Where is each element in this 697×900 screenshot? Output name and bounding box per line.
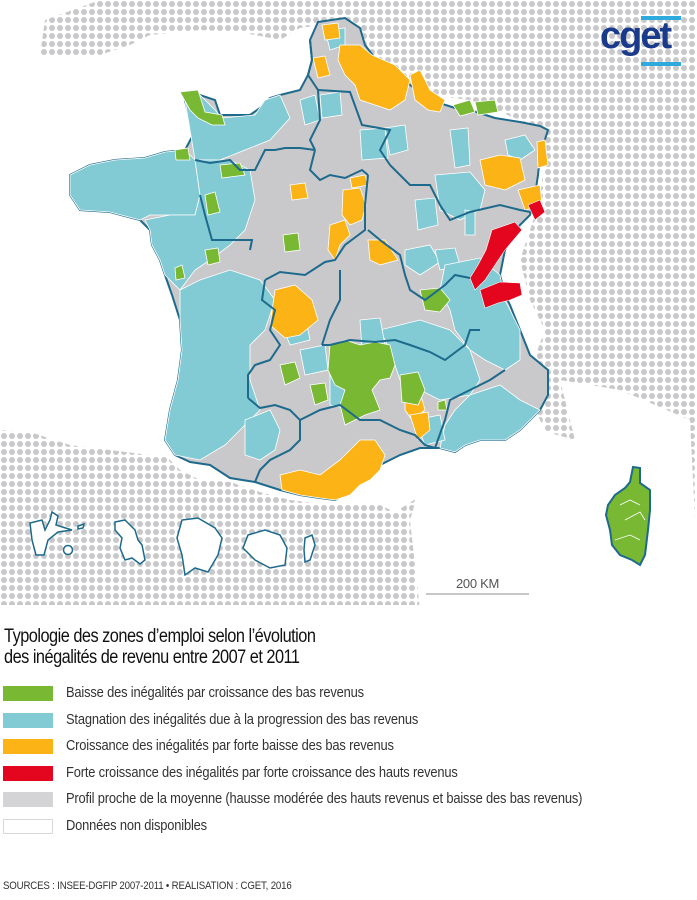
legend-swatch-blue bbox=[3, 712, 53, 728]
scale-line bbox=[426, 593, 529, 595]
logo-bar-bottom bbox=[641, 62, 681, 66]
legend-label: Forte croissance des inégalités par fort… bbox=[66, 763, 458, 781]
map-title-line1: Typologie des zones d’emploi selon l’évo… bbox=[4, 626, 316, 647]
logo-bar-top bbox=[641, 16, 681, 20]
source-note: SOURCES : INSEE-DGFIP 2007-2011 • REALIS… bbox=[3, 880, 292, 892]
france-map bbox=[0, 0, 697, 610]
legend-swatch-orange bbox=[3, 739, 53, 754]
legend-label: Données non disponibles bbox=[66, 816, 207, 834]
scale-label: 200 KM bbox=[455, 576, 499, 591]
overseas-territories bbox=[29, 510, 316, 577]
sea bbox=[0, 0, 697, 610]
map-area: cget 200 KM bbox=[0, 0, 697, 610]
legend-label: Baisse des inégalités par croissance des… bbox=[66, 684, 364, 701]
logo-text: cget bbox=[600, 15, 672, 57]
cget-logo: cget bbox=[600, 15, 682, 66]
legend-swatch-green bbox=[3, 686, 53, 701]
corsica bbox=[604, 465, 651, 567]
legend-label: Profil proche de la moyenne (hausse modé… bbox=[66, 790, 583, 807]
map-title-line2: des inégalités de revenu entre 2007 et 2… bbox=[4, 647, 300, 668]
scale-bar: 200 KM bbox=[426, 576, 529, 595]
map-title: Typologie des zones d’emploi selon l’évo… bbox=[4, 626, 316, 668]
zones-orange bbox=[269, 22, 549, 501]
legend-swatch-grey bbox=[3, 792, 53, 807]
legend-swatch-nodata bbox=[3, 818, 53, 834]
legend-swatch-red bbox=[3, 765, 53, 781]
zones-green bbox=[174, 89, 499, 426]
legend-label: Croissance des inégalités par forte bais… bbox=[66, 737, 394, 754]
legend-label: Stagnation des inégalités due à la progr… bbox=[66, 710, 419, 728]
region-borders bbox=[194, 39, 531, 483]
zones-blue bbox=[69, 27, 541, 461]
zones-red bbox=[469, 199, 546, 309]
